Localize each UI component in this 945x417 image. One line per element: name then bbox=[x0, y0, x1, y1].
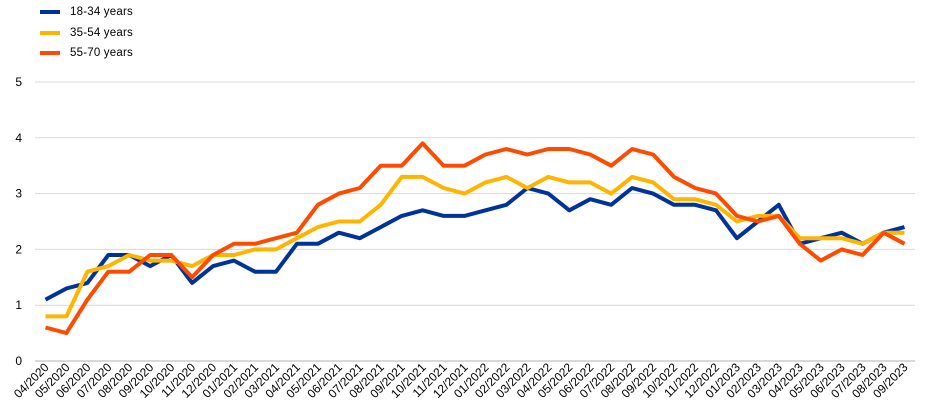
legend-swatch-18-34 bbox=[40, 10, 60, 15]
y-tick-label: 3 bbox=[15, 187, 22, 201]
legend-swatch-35-54 bbox=[40, 30, 60, 35]
legend-swatch-55-70 bbox=[40, 51, 60, 56]
y-tick-label: 4 bbox=[15, 131, 22, 145]
legend-label-18-34: 18-34 years bbox=[70, 6, 133, 19]
legend-item-18-34: 18-34 years bbox=[40, 2, 133, 23]
y-tick-label: 0 bbox=[15, 354, 22, 368]
chart-legend: 18-34 years 35-54 years 55-70 years bbox=[40, 2, 133, 64]
legend-label-35-54: 35-54 years bbox=[70, 26, 133, 39]
y-tick-label: 5 bbox=[15, 75, 22, 89]
series-line-2 bbox=[44, 141, 906, 336]
legend-item-55-70: 55-70 years bbox=[40, 43, 133, 64]
series-line-1 bbox=[45, 174, 905, 319]
legend-item-35-54: 35-54 years bbox=[40, 23, 133, 44]
y-tick-label: 1 bbox=[15, 298, 22, 312]
y-tick-label: 2 bbox=[15, 242, 22, 256]
legend-label-55-70: 55-70 years bbox=[70, 47, 133, 60]
series-line-0 bbox=[44, 186, 906, 302]
